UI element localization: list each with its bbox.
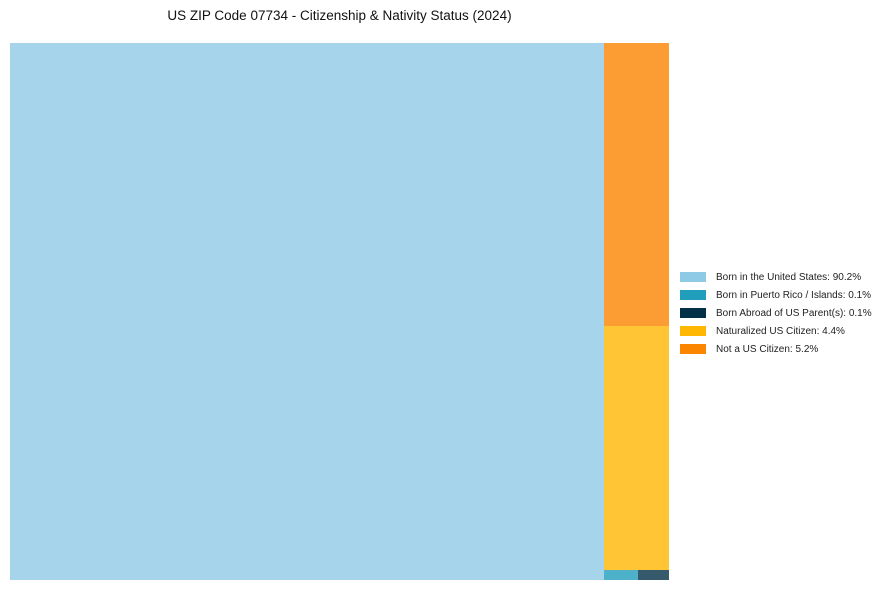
legend-swatch <box>680 272 706 282</box>
legend-swatch <box>680 344 706 354</box>
legend-label: Born in the United States: 90.2% <box>716 271 862 283</box>
legend-swatch <box>680 290 706 300</box>
legend-item: Born in the United States: 90.2% <box>680 268 872 286</box>
legend-swatch <box>680 308 706 318</box>
treemap-tile-born-abroad-of-us-parent-s <box>638 570 669 580</box>
legend-label: Born Abroad of US Parent(s): 0.1% <box>716 307 872 319</box>
legend-item: Born Abroad of US Parent(s): 0.1% <box>680 304 872 322</box>
treemap-tile-naturalized-us-citizen <box>604 326 669 570</box>
legend: Born in the United States: 90.2% Born in … <box>680 268 872 358</box>
legend-item: Not a US Citizen: 5.2% <box>680 340 872 358</box>
legend-item: Born in Puerto Rico / Islands: 0.1% <box>680 286 872 304</box>
legend-label: Naturalized US Citizen: 4.4% <box>716 325 845 337</box>
legend-swatch <box>680 326 706 336</box>
treemap-tile-not-a-us-citizen <box>604 43 669 326</box>
chart-title: US ZIP Code 07734 - Citizenship & Nativi… <box>167 8 512 23</box>
treemap-tile-born-in-the-united-states <box>10 43 604 580</box>
legend-item: Naturalized US Citizen: 4.4% <box>680 322 872 340</box>
legend-label: Not a US Citizen: 5.2% <box>716 343 819 355</box>
treemap-tile-born-in-puerto-rico-islands <box>604 570 638 580</box>
legend-label: Born in Puerto Rico / Islands: 0.1% <box>716 289 872 301</box>
